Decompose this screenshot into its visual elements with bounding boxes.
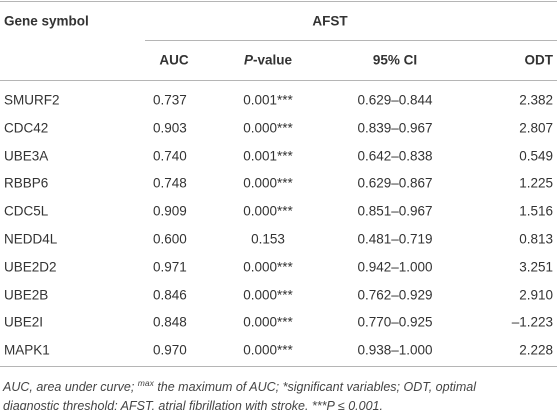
table-cell: 0.000*** bbox=[243, 175, 293, 191]
table-cell: 0.549 bbox=[519, 148, 553, 164]
table-cell: 0.000*** bbox=[243, 203, 293, 219]
table-cell: 0.770–0.925 bbox=[357, 314, 433, 330]
footnote: AUC, area under curve; max the maximum o… bbox=[3, 374, 555, 410]
table-cell: 0.762–0.929 bbox=[357, 287, 433, 303]
table-cell: –1.223 bbox=[511, 314, 553, 330]
table-cell: 1.516 bbox=[519, 203, 553, 219]
header-rule bbox=[0, 80, 557, 81]
gene-name: UBE2B bbox=[4, 287, 49, 303]
table-cell: 0.629–0.867 bbox=[357, 175, 433, 191]
gene-name: RBBP6 bbox=[4, 175, 49, 191]
table-cell: 2.910 bbox=[519, 287, 553, 303]
table-cell: 0.942–1.000 bbox=[357, 259, 433, 275]
table-cell: 0.846 bbox=[153, 287, 187, 303]
footnote-text: AUC, area under curve; bbox=[3, 380, 138, 395]
footnote-text: the maximum of AUC; *significant variabl… bbox=[153, 380, 476, 395]
table-cell: 0.909 bbox=[153, 203, 187, 219]
bottom-rule bbox=[0, 366, 557, 367]
table-cell: 0.000*** bbox=[243, 314, 293, 330]
column-header: ODT bbox=[524, 52, 554, 68]
table-cell: 2.382 bbox=[519, 92, 553, 108]
gene-name: SMURF2 bbox=[4, 92, 60, 108]
gene-name: NEDD4L bbox=[4, 231, 58, 247]
group-rule bbox=[145, 40, 557, 41]
column-header: 95% CI bbox=[372, 52, 418, 68]
gene-name: CDC5L bbox=[4, 203, 49, 219]
header-italic: P bbox=[243, 52, 253, 68]
table-cell: 0.000*** bbox=[243, 342, 293, 358]
table-cell: 0.903 bbox=[153, 120, 187, 136]
column-header: AUC bbox=[159, 52, 189, 68]
table-cell: 2.807 bbox=[519, 120, 553, 136]
footnote-sup: max bbox=[137, 378, 154, 388]
table-cell: 2.228 bbox=[519, 342, 553, 358]
table-cell: 3.251 bbox=[519, 259, 553, 275]
table-cell: 0.600 bbox=[153, 231, 187, 247]
gene-name: UBE3A bbox=[4, 148, 49, 164]
table-cell: 0.740 bbox=[153, 148, 187, 164]
table-cell: 0.001*** bbox=[243, 92, 293, 108]
gene-name: CDC42 bbox=[4, 120, 49, 136]
group-header: AFST bbox=[312, 13, 348, 29]
table-cell: 0.000*** bbox=[243, 120, 293, 136]
table-cell: 0.000*** bbox=[243, 287, 293, 303]
gene-name: UBE2I bbox=[4, 314, 44, 330]
table-cell: 0.629–0.844 bbox=[357, 92, 433, 108]
table-cell: 0.153 bbox=[251, 231, 285, 247]
column-header: P-value bbox=[244, 53, 292, 68]
table-cell: 0.001*** bbox=[243, 148, 293, 164]
gene-name: UBE2D2 bbox=[4, 259, 57, 275]
table-cell: 0.971 bbox=[153, 259, 187, 275]
table-cell: 0.642–0.838 bbox=[357, 148, 433, 164]
table-cell: 0.848 bbox=[153, 314, 187, 330]
table-cell: 0.000*** bbox=[243, 259, 293, 275]
table-cell: 0.737 bbox=[153, 92, 187, 108]
table-cell: 0.970 bbox=[153, 342, 187, 358]
table-cell: 1.225 bbox=[519, 175, 553, 191]
table-cell: 0.748 bbox=[153, 175, 187, 191]
gene-name: MAPK1 bbox=[4, 342, 50, 358]
table-cell: 0.839–0.967 bbox=[357, 120, 433, 136]
header-text: -value bbox=[252, 52, 293, 68]
footnote-text: diagnostic threshold; AFST, atrial fibri… bbox=[3, 399, 383, 410]
top-rule bbox=[0, 1, 557, 2]
table-cell: 0.481–0.719 bbox=[357, 231, 433, 247]
table-cell: 0.813 bbox=[519, 231, 553, 247]
table-cell: 0.938–1.000 bbox=[357, 342, 433, 358]
gene-symbol-header: Gene symbol bbox=[4, 13, 89, 29]
table-cell: 0.851–0.967 bbox=[357, 203, 433, 219]
